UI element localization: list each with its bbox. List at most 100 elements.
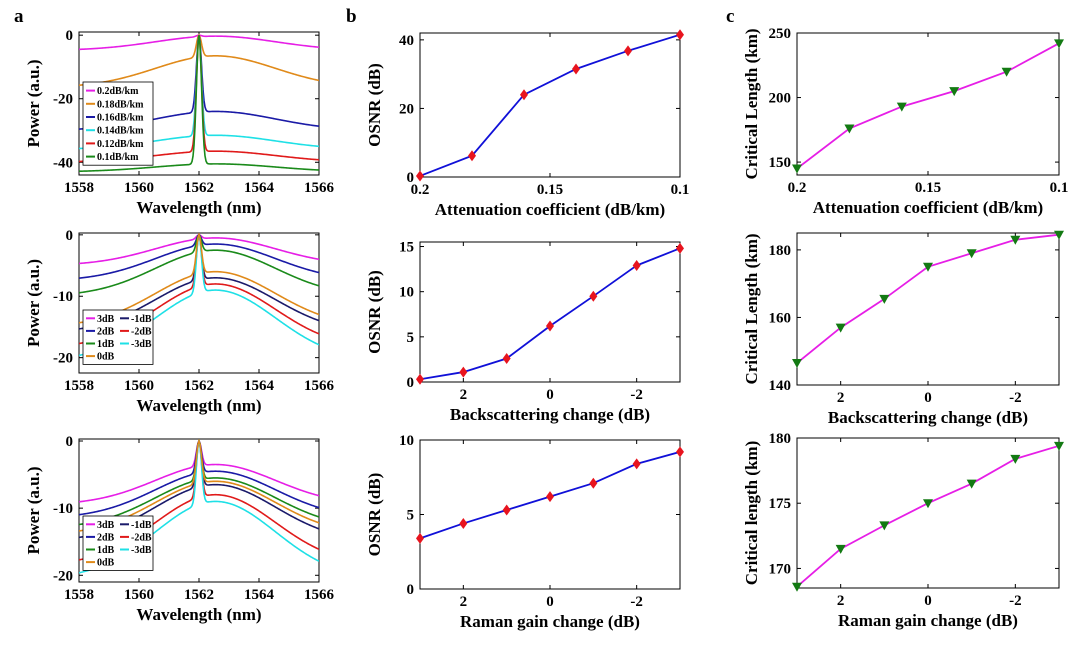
marker-layer [792,441,1064,592]
legend-entry: 0.16dB/km [97,113,144,124]
x-tick-label: 1562 [184,378,214,394]
marker-layer [792,230,1064,369]
legend-entry: -1dB [131,314,152,325]
x-tick-label: 1558 [64,378,94,394]
data-point [1054,441,1064,451]
x-axis-label: Wavelength (nm) [136,605,261,624]
data-point [502,353,511,365]
y-tick-label: 160 [769,310,792,326]
x-axis-label: Wavelength (nm) [136,396,261,415]
data-point [468,150,476,162]
series-line [79,233,319,324]
data-layer [797,444,1059,588]
x-axis-label: Raman gain change (dB) [460,612,640,631]
data-point [923,262,933,272]
marker-layer [416,446,684,544]
y-tick-label: 0 [407,582,415,598]
data-point [520,89,528,101]
x-tick-label: 1558 [64,180,94,196]
legend-entry: 0.14dB/km [97,126,144,137]
x-tick-label: 1566 [304,587,335,603]
legend-entry: 1dB [97,339,115,350]
series-line [797,444,1059,588]
data-point [1010,454,1021,464]
data-point [416,532,424,544]
y-tick-label: 0 [66,228,74,244]
data-point [589,290,598,302]
data-point [632,458,641,470]
data-point [949,87,960,97]
data-layer [420,33,680,177]
x-tick-label: 0.1 [671,182,690,198]
chart-b1: 0.2 0.15 0.1 0 20 40 Attenuation coefficient (… [365,29,689,219]
x-tick-label: 2 [837,593,845,609]
legend-entry: 3dB [97,314,115,325]
legend-entry: 2dB [97,326,115,337]
data-point [1054,230,1064,240]
marker-layer [416,29,684,182]
y-tick-label: 180 [769,431,792,447]
data-point [792,164,802,174]
x-tick-label: -2 [1009,593,1022,609]
y-tick-label: 10 [399,433,414,449]
legend-entry: 2dB [97,532,115,543]
y-axis-label: OSNR (dB) [365,473,384,557]
x-tick-label: 0.2 [411,182,430,198]
y-tick-label: -10 [53,501,73,517]
x-axis-label: Backscattering change (dB) [450,405,650,424]
data-point [676,29,684,41]
chart-a1: 1558 1560 1562 1564 1566 -40 -20 0 Wavelength (n… [24,28,335,217]
y-axis-label: Power (a.u.) [24,60,43,148]
data-point [459,517,468,529]
legend-entry: 0.18dB/km [97,99,144,110]
chart-c1: 0.2 0.15 0.1 150 200 250 Attenuation coefficie… [742,26,1068,217]
x-tick-label: 1560 [124,378,154,394]
legend-entry: 0.12dB/km [97,139,144,150]
x-tick-label: 0.15 [537,182,563,198]
legend-entry: 1dB [97,545,115,556]
marker-layer [416,242,684,385]
legend-entry: 0dB [97,352,115,363]
x-tick-label: 0 [546,387,554,403]
x-tick-label: -2 [630,387,643,403]
x-tick-label: 0 [924,593,932,609]
y-tick-label: 40 [399,33,414,49]
data-point [676,242,684,254]
series-line [79,234,319,265]
y-axis-label: Critical Length (km) [742,233,761,384]
chart-a3: 1558 1560 1562 1564 1566 -20 -10 0 Wavelength (n… [24,434,335,624]
x-tick-label: 2 [837,390,845,406]
x-tick-label: 1566 [304,378,335,394]
x-tick-label: 0.1 [1050,180,1069,196]
x-tick-label: 2 [460,387,468,403]
x-tick-label: 0.2 [788,180,807,196]
data-point [546,491,554,503]
data-point [844,124,855,134]
data-point [879,294,890,304]
axes-box [419,32,681,178]
data-point [589,477,598,489]
data-point [923,499,933,509]
data-point [502,504,511,516]
legend-entry: -3dB [131,339,152,350]
y-tick-label: 150 [769,155,792,171]
series-line [79,35,319,173]
legend-entry: 3dB [97,520,115,531]
x-axis-label: Backscattering change (dB) [828,408,1028,427]
data-layer [797,233,1059,364]
axes-box [796,32,1060,176]
x-tick-label: 1560 [124,180,154,196]
x-tick-label: 1564 [244,378,275,394]
chart-b2: 2 0 -2 0 5 10 15 Backscattering change (dB) OSNR… [365,240,684,424]
y-tick-label: 170 [769,561,792,577]
series-line [79,233,319,294]
chart-a2: 1558 1560 1562 1564 1566 -20 -10 0 Wavelength (n… [24,228,335,415]
axes-box [796,232,1060,386]
legend: 0.2dB/km 0.18dB/km 0.16dB/km 0.14dB/km 0.12d… [82,81,154,166]
y-axis-label: Power (a.u.) [24,467,43,555]
x-tick-label: 1558 [64,587,94,603]
x-axis-label: Raman gain change (dB) [838,611,1018,630]
panel-letter-b: b [346,6,357,27]
series-line [797,233,1059,364]
